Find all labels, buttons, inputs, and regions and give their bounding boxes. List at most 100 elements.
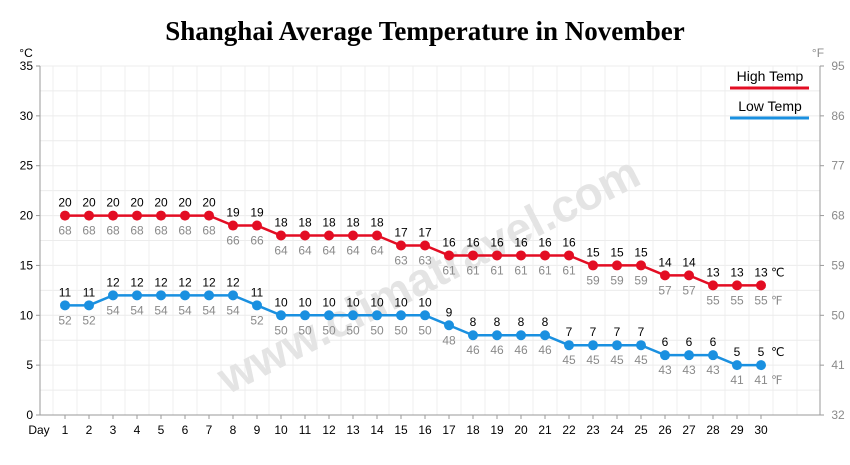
series-point-1 <box>636 340 646 351</box>
data-label-c-1: 8 <box>494 315 501 329</box>
data-label-f-0: 68 <box>202 224 216 238</box>
series <box>60 210 766 371</box>
x-tick-label: 14 <box>370 423 384 437</box>
series-point-1 <box>468 330 478 341</box>
x-tick-label: 30 <box>754 423 768 437</box>
series-point-0 <box>300 230 310 241</box>
series-point-1 <box>492 330 502 341</box>
x-tick-label: 11 <box>299 423 312 437</box>
data-label-f-0: 59 <box>610 273 624 287</box>
data-label-f-1: 46 <box>538 343 552 357</box>
data-label-c-1: 5 <box>734 345 741 359</box>
data-label-f-1: 48 <box>442 333 456 347</box>
data-label-f-0: 61 <box>490 263 504 277</box>
end-unit-f-0: ℉ <box>771 293 782 307</box>
series-point-0 <box>468 250 478 261</box>
data-label-c-1: 9 <box>446 305 453 319</box>
x-tick-label: 18 <box>466 423 480 437</box>
x-tick-label: 9 <box>254 423 261 437</box>
series-point-1 <box>228 290 238 301</box>
data-label-f-1: 46 <box>514 343 528 357</box>
data-label-f-1: 50 <box>298 323 312 337</box>
series-point-0 <box>276 230 286 241</box>
series-point-1 <box>156 290 166 301</box>
x-tick-label: 4 <box>134 423 141 437</box>
data-label-f-0: 66 <box>250 234 264 248</box>
data-label-f-1: 45 <box>586 353 600 367</box>
series-point-0 <box>732 280 742 291</box>
data-label-f-0: 68 <box>82 224 96 238</box>
x-axis-title: Day <box>28 423 49 437</box>
y-tick-left-label: 10 <box>20 308 34 322</box>
series-point-0 <box>636 260 646 271</box>
x-tick-label: 13 <box>346 423 360 437</box>
data-label-f-1: 43 <box>682 363 696 377</box>
data-label-f-0: 61 <box>538 263 552 277</box>
data-label-f-0: 55 <box>706 293 720 307</box>
series-point-1 <box>252 300 262 311</box>
series-point-1 <box>84 300 94 311</box>
y-tick-right-label: 59 <box>831 258 845 272</box>
chart-title: Shanghai Average Temperature in November <box>165 16 685 46</box>
y-tick-right-label: 32 <box>831 408 845 422</box>
series-point-0 <box>420 240 430 251</box>
data-label-c-1: 11 <box>83 285 96 299</box>
data-label-c-0: 20 <box>202 196 216 210</box>
y-tick-right-label: 95 <box>831 59 845 73</box>
legend-label-1: Low Temp <box>738 98 802 114</box>
series-point-1 <box>732 360 742 371</box>
data-label-c-0: 17 <box>394 225 408 239</box>
data-label-f-0: 61 <box>466 263 480 277</box>
series-point-0 <box>204 210 214 221</box>
series-point-1 <box>396 310 406 321</box>
data-label-c-0: 16 <box>466 235 480 249</box>
series-point-1 <box>108 290 118 301</box>
series-point-0 <box>684 270 694 281</box>
data-label-c-0: 15 <box>610 245 624 259</box>
data-label-c-0: 13 <box>754 265 768 279</box>
x-tick-label: 6 <box>182 423 189 437</box>
data-label-c-1: 12 <box>178 275 192 289</box>
data-label-c-0: 16 <box>538 235 552 249</box>
data-label-c-0: 14 <box>658 255 672 269</box>
series-point-0 <box>492 250 502 261</box>
x-tick-label: 24 <box>610 423 624 437</box>
data-label-f-1: 43 <box>658 363 672 377</box>
data-label-f-1: 46 <box>490 343 504 357</box>
series-point-1 <box>276 310 286 321</box>
series-point-0 <box>252 220 262 231</box>
y-tick-right-label: 41 <box>831 358 845 372</box>
y-axis-right-unit: °F <box>812 46 824 60</box>
series-point-0 <box>132 210 142 221</box>
data-label-c-0: 16 <box>514 235 528 249</box>
y-tick-left-label: 30 <box>20 109 34 123</box>
data-label-c-1: 11 <box>59 285 72 299</box>
data-label-f-0: 68 <box>58 224 72 238</box>
data-label-f-1: 41 <box>730 373 744 387</box>
series-point-0 <box>324 230 334 241</box>
data-label-c-1: 12 <box>106 275 120 289</box>
y-tick-right-label: 50 <box>831 308 845 322</box>
data-label-c-0: 16 <box>562 235 576 249</box>
series-point-0 <box>516 250 526 261</box>
y-tick-right-label: 77 <box>831 159 845 173</box>
y-tick-left-label: 35 <box>20 59 34 73</box>
series-point-0 <box>108 210 118 221</box>
series-point-1 <box>372 310 382 321</box>
x-tick-label: 12 <box>322 423 336 437</box>
grid <box>40 65 820 416</box>
series-point-0 <box>612 260 622 271</box>
data-label-c-1: 8 <box>470 315 477 329</box>
data-label-c-1: 10 <box>418 295 432 309</box>
x-tick-label: 29 <box>730 423 744 437</box>
data-label-f-1: 50 <box>274 323 288 337</box>
series-point-1 <box>300 310 310 321</box>
data-label-f-0: 59 <box>586 273 600 287</box>
data-label-c-1: 8 <box>518 315 525 329</box>
y-tick-left-label: 20 <box>20 209 34 223</box>
data-label-f-0: 61 <box>514 263 528 277</box>
data-label-f-1: 50 <box>394 323 408 337</box>
x-tick-label: 10 <box>274 423 288 437</box>
data-label-c-0: 18 <box>370 216 384 230</box>
